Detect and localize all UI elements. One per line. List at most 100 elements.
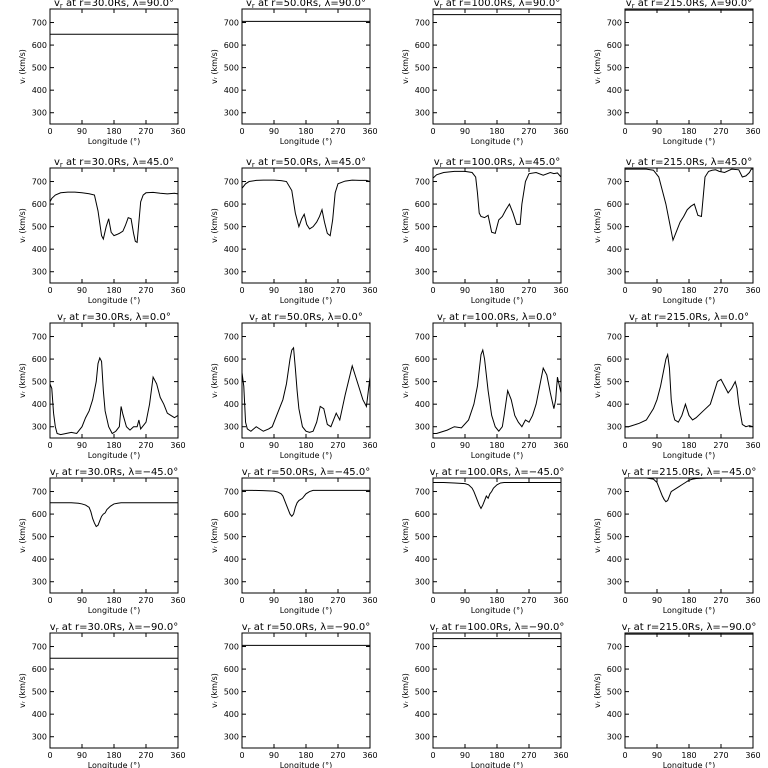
y-tick-label: 300 xyxy=(415,268,430,277)
x-tick-label: 180 xyxy=(106,596,121,605)
y-axis-label: vᵣ (km/s) xyxy=(593,518,602,553)
y-tick-label: 400 xyxy=(415,400,430,409)
y-tick-label: 500 xyxy=(32,378,47,387)
y-tick-label: 400 xyxy=(32,400,47,409)
x-tick-label: 0 xyxy=(47,751,52,760)
x-tick-label: 270 xyxy=(713,441,728,450)
y-axis-label: vᵣ (km/s) xyxy=(18,49,27,84)
x-axis-label: Longitude (°) xyxy=(280,296,333,305)
panel-title: vr at r=100.0Rs, λ=−45.0° xyxy=(430,467,565,479)
y-tick-label: 500 xyxy=(224,378,239,387)
series-line xyxy=(433,170,561,235)
y-axis-label: vᵣ (km/s) xyxy=(18,363,27,398)
x-tick-label: 0 xyxy=(622,286,627,295)
x-tick-label: 90 xyxy=(77,441,87,450)
y-tick-label: 500 xyxy=(607,688,622,697)
panel-r1-c1: vr at r=50.0Rs, λ=45.0° 300 400 500 600 700 0 9… xyxy=(210,157,378,305)
y-axis-label: vᵣ (km/s) xyxy=(401,208,410,243)
x-tick-label: 180 xyxy=(489,596,504,605)
x-tick-label: 90 xyxy=(77,127,87,136)
y-tick-label: 600 xyxy=(32,200,47,209)
y-tick-label: 300 xyxy=(32,423,47,432)
y-tick-label: 500 xyxy=(224,223,239,232)
series-line xyxy=(242,489,370,518)
y-tick-label: 600 xyxy=(32,41,47,50)
y-tick-label: 600 xyxy=(415,41,430,50)
x-axis-label: Longitude (°) xyxy=(280,137,333,146)
panel-r3-c2: vr at r=100.0Rs, λ=−45.0° 300 400 500 600 700… xyxy=(401,467,569,615)
x-tick-label: 270 xyxy=(713,596,728,605)
y-tick-label: 300 xyxy=(607,578,622,587)
panel-r3-c0: vr at r=30.0Rs, λ=−45.0° 300 400 500 600 700 0… xyxy=(18,467,186,615)
y-axis-label: vᵣ (km/s) xyxy=(593,208,602,243)
panel-r3-c1: vr at r=50.0Rs, λ=−45.0° 300 400 500 600 700 0… xyxy=(210,467,378,615)
x-tick-label: 360 xyxy=(362,441,377,450)
x-tick-label: 360 xyxy=(170,596,185,605)
panel-title: vr at r=50.0Rs, λ=−90.0° xyxy=(242,622,370,634)
panel-title: vr at r=100.0Rs, λ=90.0° xyxy=(434,0,560,10)
y-axis-label: vᵣ (km/s) xyxy=(210,49,219,84)
y-tick-label: 500 xyxy=(607,378,622,387)
x-tick-label: 180 xyxy=(681,127,696,136)
y-tick-label: 400 xyxy=(32,86,47,95)
y-tick-label: 700 xyxy=(415,19,430,28)
y-tick-label: 300 xyxy=(224,109,239,118)
y-tick-label: 700 xyxy=(224,488,239,497)
y-tick-label: 400 xyxy=(224,555,239,564)
x-tick-label: 0 xyxy=(47,596,52,605)
panel-title: vr at r=50.0Rs, λ=0.0° xyxy=(249,312,363,324)
x-tick-label: 0 xyxy=(430,127,435,136)
y-axis-label: vᵣ (km/s) xyxy=(401,49,410,84)
x-tick-label: 0 xyxy=(47,441,52,450)
y-tick-label: 700 xyxy=(224,643,239,652)
panel-r4-c1: vr at r=50.0Rs, λ=−90.0° 300 400 500 600 700 0… xyxy=(210,622,378,768)
x-tick-label: 360 xyxy=(553,596,568,605)
series-line xyxy=(625,478,753,503)
panel-title: vr at r=50.0Rs, λ=45.0° xyxy=(246,157,366,169)
y-tick-label: 300 xyxy=(224,423,239,432)
panel-title: vr at r=30.0Rs, λ=90.0° xyxy=(54,0,174,10)
y-tick-label: 500 xyxy=(415,533,430,542)
y-axis-label: vᵣ (km/s) xyxy=(401,518,410,553)
x-tick-label: 0 xyxy=(47,286,52,295)
panel-title: vr at r=100.0Rs, λ=−90.0° xyxy=(430,622,565,634)
panel-title: vr at r=215.0Rs, λ=90.0° xyxy=(626,0,752,10)
y-tick-label: 700 xyxy=(607,178,622,187)
panel-r3-c3: vr at r=215.0Rs, λ=−45.0° 300 400 500 600 700… xyxy=(593,467,761,615)
y-tick-label: 500 xyxy=(607,64,622,73)
x-tick-label: 360 xyxy=(170,286,185,295)
y-axis-label: vᵣ (km/s) xyxy=(210,208,219,243)
panel-title: vr at r=100.0Rs, λ=0.0° xyxy=(437,312,557,324)
x-tick-label: 0 xyxy=(622,596,627,605)
y-tick-label: 500 xyxy=(415,378,430,387)
x-axis-label: Longitude (°) xyxy=(471,451,524,460)
x-axis-label: Longitude (°) xyxy=(471,137,524,146)
y-tick-label: 300 xyxy=(415,578,430,587)
x-tick-label: 0 xyxy=(430,596,435,605)
x-tick-label: 270 xyxy=(330,751,345,760)
x-tick-label: 180 xyxy=(298,441,313,450)
y-tick-label: 300 xyxy=(607,268,622,277)
x-tick-label: 180 xyxy=(489,127,504,136)
plot-frame xyxy=(241,8,371,125)
y-tick-label: 600 xyxy=(415,355,430,364)
y-tick-label: 700 xyxy=(32,333,47,342)
x-tick-label: 270 xyxy=(330,286,345,295)
x-tick-label: 90 xyxy=(652,441,662,450)
y-tick-label: 400 xyxy=(415,86,430,95)
x-tick-label: 90 xyxy=(460,441,470,450)
x-tick-label: 90 xyxy=(460,286,470,295)
y-axis-label: vᵣ (km/s) xyxy=(401,673,410,708)
x-tick-label: 270 xyxy=(330,127,345,136)
panel-title: vr at r=30.0Rs, λ=45.0° xyxy=(54,157,174,169)
x-axis-label: Longitude (°) xyxy=(88,451,141,460)
x-tick-label: 180 xyxy=(681,286,696,295)
series-line xyxy=(433,348,561,434)
plot-frame xyxy=(49,477,179,594)
y-tick-label: 700 xyxy=(32,19,47,28)
x-tick-label: 180 xyxy=(489,751,504,760)
x-tick-label: 360 xyxy=(362,286,377,295)
x-axis-label: Longitude (°) xyxy=(88,606,141,615)
y-tick-label: 500 xyxy=(32,64,47,73)
